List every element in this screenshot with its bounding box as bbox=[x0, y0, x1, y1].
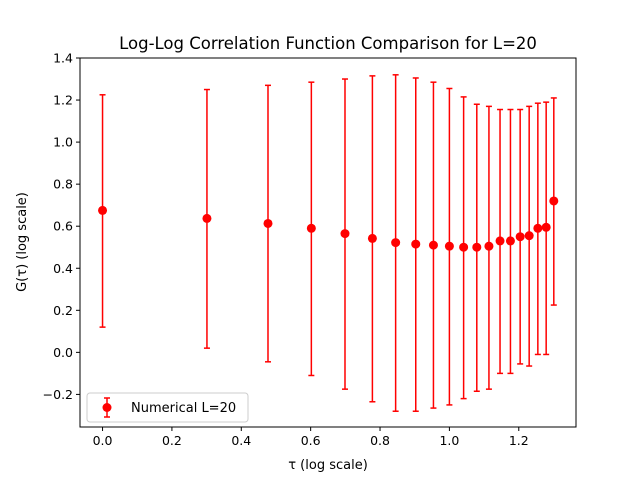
chart-title: Log-Log Correlation Function Comparison … bbox=[119, 34, 537, 53]
y-tick-label: 1.2 bbox=[53, 93, 73, 108]
data-point bbox=[202, 213, 212, 223]
data-point bbox=[495, 236, 505, 246]
legend-box bbox=[86, 392, 249, 423]
data-point bbox=[263, 218, 273, 228]
y-tick-label: 0.4 bbox=[53, 261, 73, 276]
y-tick-label: 1.0 bbox=[53, 135, 73, 150]
data-point bbox=[472, 242, 482, 252]
y-tick-label: 0.0 bbox=[53, 345, 73, 360]
x-tick-label: 0.8 bbox=[370, 433, 390, 448]
x-tick-label: 0.4 bbox=[231, 433, 251, 448]
data-point bbox=[515, 232, 525, 242]
data-point bbox=[444, 241, 454, 251]
data-point bbox=[428, 240, 438, 250]
data-point bbox=[459, 242, 469, 252]
x-axis: 0.0 0.2 0.4 0.6 0.8 1.0 1.2 bbox=[93, 427, 529, 448]
x-tick-label: 0.6 bbox=[301, 433, 321, 448]
data-point bbox=[98, 205, 108, 215]
data-point bbox=[524, 231, 534, 241]
x-tick-label: 0.0 bbox=[93, 433, 113, 448]
x-tick-label: 1.2 bbox=[509, 433, 529, 448]
y-tick-label: 0.2 bbox=[53, 303, 73, 318]
data-point bbox=[367, 233, 377, 243]
legend-label: Numerical L=20 bbox=[131, 401, 236, 416]
x-axis-label: τ (log scale) bbox=[288, 458, 368, 473]
data-point bbox=[306, 223, 316, 233]
data-point bbox=[484, 241, 494, 251]
data-point bbox=[533, 223, 543, 233]
data-point bbox=[391, 238, 401, 248]
y-tick-label: −0.2 bbox=[43, 387, 73, 402]
x-tick-label: 1.0 bbox=[439, 433, 459, 448]
legend: Numerical L=20 bbox=[86, 392, 249, 423]
data-point bbox=[340, 229, 350, 239]
data-point bbox=[411, 239, 421, 249]
data-point bbox=[505, 236, 515, 246]
legend-marker bbox=[102, 403, 112, 412]
y-tick-label: 0.8 bbox=[53, 177, 73, 192]
plot-area bbox=[98, 74, 559, 412]
plot-frame bbox=[79, 57, 577, 428]
data-point bbox=[549, 196, 559, 206]
x-tick-label: 0.2 bbox=[162, 433, 182, 448]
y-axis-label: G(τ) (log scale) bbox=[15, 192, 30, 292]
data-point bbox=[541, 222, 551, 232]
y-tick-label: 1.4 bbox=[53, 51, 73, 66]
y-tick-label: 0.6 bbox=[53, 219, 73, 234]
y-axis: −0.2 0.0 0.2 0.4 0.6 0.8 1.0 1.2 1.4 bbox=[43, 51, 80, 402]
